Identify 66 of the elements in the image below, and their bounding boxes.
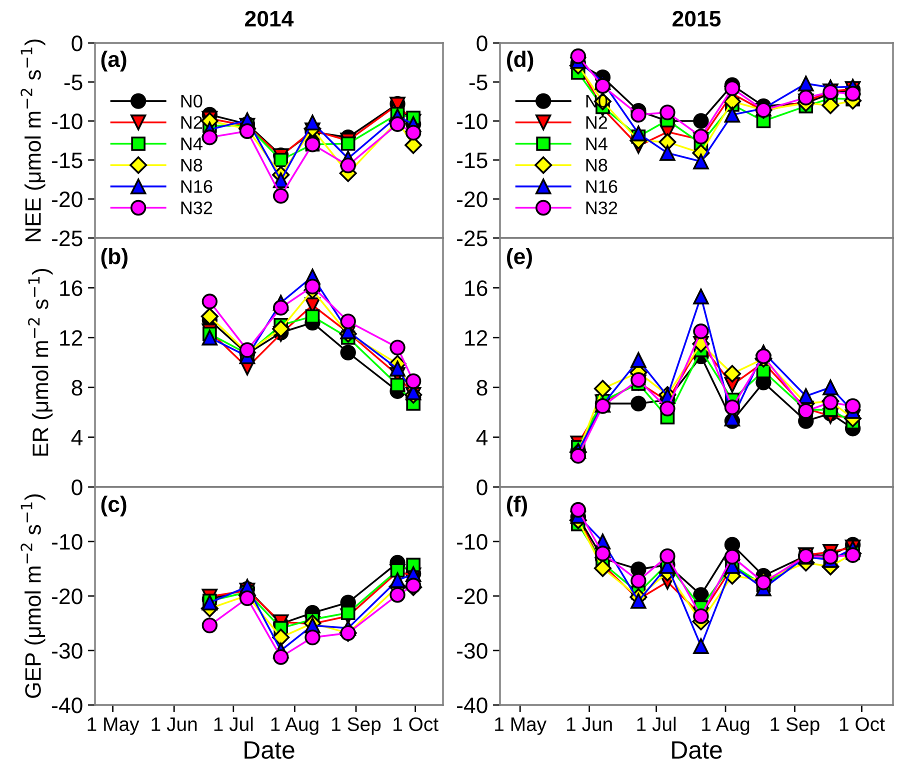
x-tick-label: 1 May bbox=[495, 718, 547, 735]
x-tick-label: 1 Jul bbox=[214, 716, 253, 732]
annotation: (a) bbox=[101, 50, 126, 72]
legend-label: N2 bbox=[586, 116, 608, 129]
legend-label: N16 bbox=[586, 180, 618, 193]
x-tick-label: 1 Oct bbox=[840, 717, 885, 732]
x-axis-title: Date bbox=[244, 741, 294, 759]
legend-label: N4 bbox=[181, 138, 202, 150]
y-axis-title: GEP (μmol m$^{−2}$ s$^{−1}$) bbox=[20, 494, 46, 698]
x-tick-label: 1 Oct bbox=[394, 717, 438, 732]
y-tick-label: -25 bbox=[457, 230, 488, 246]
chart-title: 2015 bbox=[672, 10, 721, 27]
annotation: (b) bbox=[101, 248, 128, 269]
y-tick-label: 12 bbox=[60, 330, 82, 346]
y-tick-label: -15 bbox=[457, 152, 488, 168]
legend-label: N8 bbox=[181, 158, 202, 172]
annotation: (e) bbox=[507, 248, 532, 269]
legend-label: N16 bbox=[181, 180, 212, 193]
y-tick-label: 16 bbox=[465, 280, 488, 296]
x-tick-label: 1 Aug bbox=[702, 718, 750, 735]
y-tick-label: -30 bbox=[52, 643, 82, 659]
y-axis-title: ER (μmol m$^{−2}$ s$^{−1}$) bbox=[28, 268, 53, 456]
legend-label: N8 bbox=[586, 158, 608, 172]
y-tick-label: 8 bbox=[476, 380, 488, 396]
chart-title: 2014 bbox=[245, 10, 294, 27]
y-tick-label: -15 bbox=[52, 152, 82, 168]
y-tick-label: -25 bbox=[52, 230, 82, 246]
x-tick-label: 1 Jul bbox=[637, 716, 676, 732]
x-tick-label: 1 Sep bbox=[332, 717, 381, 735]
legend-label: N2 bbox=[181, 116, 202, 129]
x-axis-title: Date bbox=[672, 741, 722, 759]
y-tick-label: 0 bbox=[476, 480, 488, 496]
y-axis-title: NEE (μmol m$^{−2}$ s$^{−1}$) bbox=[20, 40, 46, 242]
y-tick-label: -20 bbox=[457, 588, 488, 604]
y-tick-label: -10 bbox=[457, 534, 488, 550]
legend-label: N4 bbox=[586, 138, 608, 150]
x-tick-label: 1 May bbox=[88, 718, 140, 735]
y-tick-label: -40 bbox=[457, 698, 488, 714]
y-tick-label: 4 bbox=[71, 430, 83, 446]
y-tick-label: -30 bbox=[457, 643, 488, 659]
y-tick-label: -20 bbox=[457, 192, 488, 208]
y-tick-label: 16 bbox=[60, 280, 82, 296]
y-tick-label: -5 bbox=[469, 74, 488, 90]
y-tick-label: -10 bbox=[52, 114, 82, 130]
y-tick-label: -5 bbox=[64, 74, 82, 90]
annotation: (f) bbox=[507, 496, 527, 516]
y-tick-label: 0 bbox=[476, 36, 488, 52]
y-tick-label: 0 bbox=[72, 480, 82, 496]
y-tick-label: -10 bbox=[52, 534, 82, 550]
y-tick-label: -20 bbox=[52, 588, 82, 604]
annotation: (d) bbox=[507, 50, 534, 72]
x-tick-label: 1 Jun bbox=[567, 718, 612, 732]
y-tick-label: 8 bbox=[72, 380, 82, 396]
y-tick-label: -40 bbox=[52, 698, 82, 714]
legend-label: N0 bbox=[181, 94, 202, 108]
x-tick-label: 1 Sep bbox=[770, 717, 820, 735]
y-tick-label: 0 bbox=[72, 36, 82, 52]
y-tick-label: 12 bbox=[465, 330, 488, 346]
y-tick-label: -10 bbox=[457, 114, 488, 130]
legend-label: N32 bbox=[181, 201, 212, 214]
x-tick-label: 1 Aug bbox=[271, 718, 318, 735]
annotation: (c) bbox=[101, 496, 126, 516]
y-tick-label: 4 bbox=[476, 430, 488, 446]
legend-label: N32 bbox=[586, 201, 618, 214]
x-tick-label: 1 Jun bbox=[152, 718, 197, 732]
y-tick-label: -20 bbox=[52, 192, 82, 208]
